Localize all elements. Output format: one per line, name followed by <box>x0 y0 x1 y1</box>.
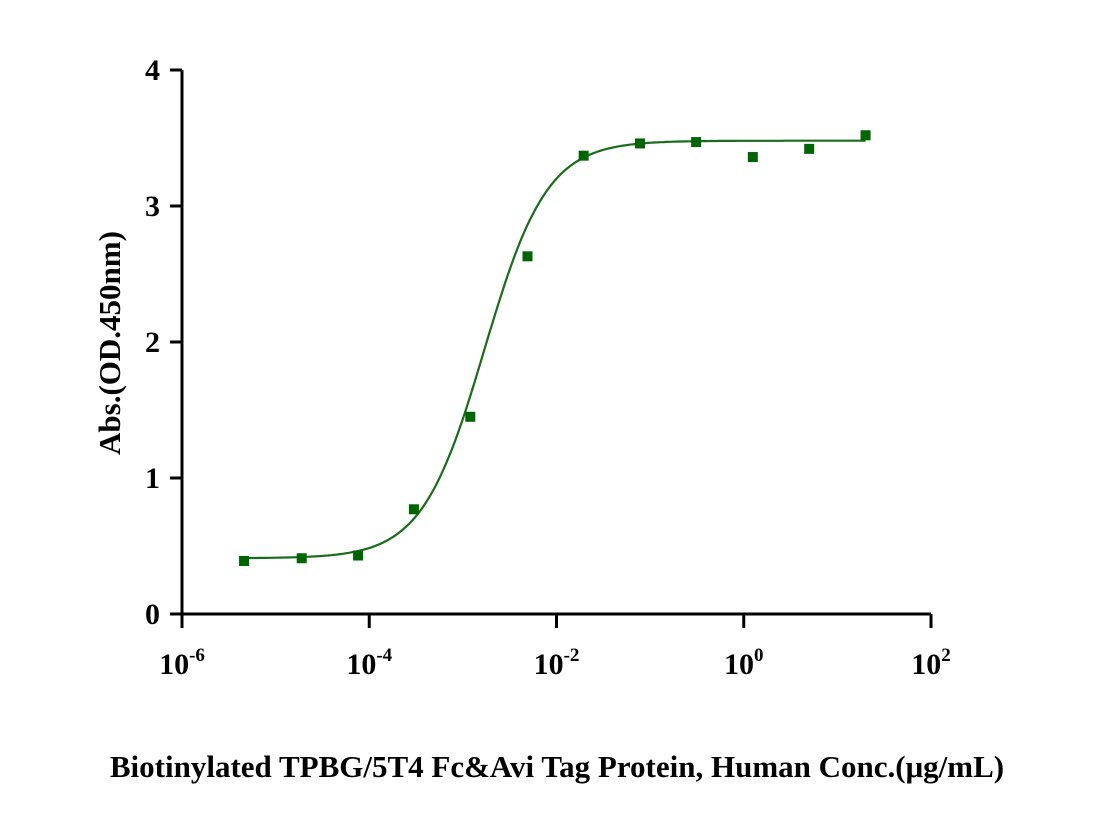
x-tick-label: 10-4 <box>346 645 392 681</box>
data-points <box>239 130 871 566</box>
data-point <box>747 152 758 163</box>
y-tick-label: 0 <box>145 598 160 631</box>
y-tick-label: 2 <box>145 326 160 359</box>
plot-area: 0 1 2 3 4 10-6 10-4 10-2 100 102 <box>145 54 951 681</box>
x-tick-label: 100 <box>724 645 764 681</box>
y-tick-label: 3 <box>145 190 160 223</box>
data-point <box>465 411 476 422</box>
y-tick-label: 1 <box>145 462 160 495</box>
fit-curve <box>244 139 866 560</box>
data-point <box>578 150 589 161</box>
y-axis-ticks: 0 1 2 3 4 <box>145 54 182 631</box>
y-tick-label: 4 <box>145 54 160 87</box>
data-point <box>860 130 871 141</box>
data-point <box>804 143 815 154</box>
data-point <box>635 138 646 149</box>
data-point <box>691 137 702 148</box>
y-axis-label: Abs.(OD.450nm) <box>92 231 127 455</box>
x-tick-label: 102 <box>911 645 951 681</box>
x-axis-ticks: 10-6 10-4 10-2 100 102 <box>159 614 951 681</box>
data-point <box>353 550 364 561</box>
x-tick-label: 10-6 <box>159 645 205 681</box>
data-point <box>408 504 419 515</box>
data-point <box>239 555 250 566</box>
x-axis-label: Biotinylated TPBG/5T4 Fc&Avi Tag Protein… <box>110 749 1004 784</box>
data-point <box>296 553 307 564</box>
data-point <box>522 251 533 262</box>
x-tick-label: 10-2 <box>534 645 580 681</box>
